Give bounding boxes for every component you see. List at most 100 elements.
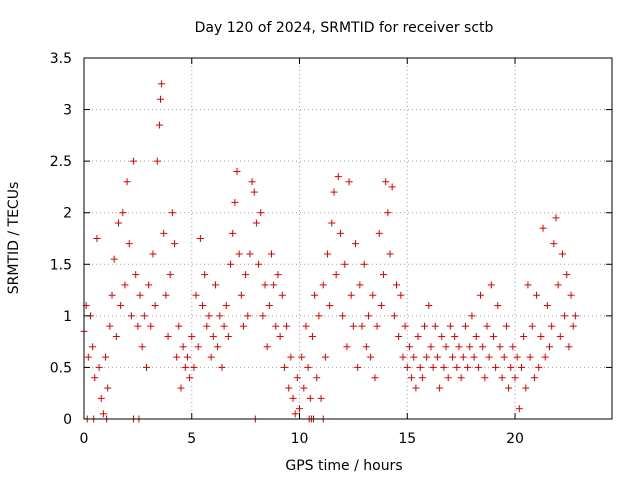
data-point bbox=[132, 271, 140, 279]
data-point bbox=[166, 271, 174, 279]
data-point bbox=[104, 384, 112, 392]
data-point bbox=[349, 322, 357, 330]
data-point bbox=[147, 322, 155, 330]
data-point bbox=[367, 353, 375, 361]
data-point bbox=[272, 322, 280, 330]
data-point bbox=[153, 157, 161, 165]
data-point bbox=[179, 343, 187, 351]
data-point bbox=[188, 332, 196, 340]
data-point bbox=[136, 291, 144, 299]
data-point bbox=[95, 363, 103, 371]
data-point bbox=[464, 363, 472, 371]
data-point bbox=[242, 271, 250, 279]
data-point bbox=[423, 353, 431, 361]
data-point bbox=[433, 353, 441, 361]
data-point bbox=[528, 322, 536, 330]
data-point bbox=[250, 188, 258, 196]
data-point bbox=[546, 343, 554, 351]
data-point bbox=[352, 240, 360, 248]
data-point bbox=[496, 343, 504, 351]
data-point bbox=[520, 332, 528, 340]
x-tick-label: 10 bbox=[291, 431, 309, 447]
data-point bbox=[336, 229, 344, 237]
data-point bbox=[214, 343, 222, 351]
data-point bbox=[91, 374, 99, 382]
data-point bbox=[502, 322, 510, 330]
data-point bbox=[142, 363, 150, 371]
data-point bbox=[569, 322, 577, 330]
data-point bbox=[106, 322, 114, 330]
data-point bbox=[263, 343, 271, 351]
data-point bbox=[461, 322, 469, 330]
data-point bbox=[220, 322, 228, 330]
data-point bbox=[339, 312, 347, 320]
data-point bbox=[84, 353, 92, 361]
data-point bbox=[442, 343, 450, 351]
data-point bbox=[421, 322, 429, 330]
data-point bbox=[436, 384, 444, 392]
data-point bbox=[257, 209, 265, 217]
data-point bbox=[507, 363, 515, 371]
data-point bbox=[524, 281, 532, 289]
data-point bbox=[556, 332, 564, 340]
data-point bbox=[505, 384, 513, 392]
data-point bbox=[231, 198, 239, 206]
data-point bbox=[401, 322, 409, 330]
axis-ticks: 0 0.5 1 1.5 2 2.5 3 3.5 0 5 10 15 20 bbox=[50, 51, 612, 447]
data-point bbox=[451, 332, 459, 340]
data-point bbox=[468, 312, 476, 320]
data-point bbox=[302, 322, 310, 330]
data-point bbox=[140, 312, 148, 320]
data-point bbox=[446, 322, 454, 330]
data-point bbox=[395, 332, 403, 340]
data-point bbox=[457, 374, 465, 382]
data-point bbox=[341, 260, 349, 268]
data-point bbox=[229, 229, 237, 237]
data-point bbox=[244, 312, 252, 320]
data-point bbox=[311, 291, 319, 299]
data-point bbox=[164, 332, 172, 340]
y-tick-label: 2.5 bbox=[50, 154, 72, 170]
data-points bbox=[80, 80, 579, 423]
data-point bbox=[466, 343, 474, 351]
data-point bbox=[526, 353, 534, 361]
data-point bbox=[489, 332, 497, 340]
data-point bbox=[211, 281, 219, 289]
data-point bbox=[380, 271, 388, 279]
data-point bbox=[203, 322, 211, 330]
data-point bbox=[440, 363, 448, 371]
data-point bbox=[498, 374, 506, 382]
data-point bbox=[274, 271, 282, 279]
data-point bbox=[541, 353, 549, 361]
data-point bbox=[304, 363, 312, 371]
data-point bbox=[239, 322, 247, 330]
data-point bbox=[494, 302, 502, 310]
data-point bbox=[248, 178, 256, 186]
data-point bbox=[388, 183, 396, 191]
data-point bbox=[158, 80, 166, 88]
data-point bbox=[255, 260, 263, 268]
data-point bbox=[384, 209, 392, 217]
data-point bbox=[416, 363, 424, 371]
data-point bbox=[207, 353, 215, 361]
data-point bbox=[343, 343, 351, 351]
x-tick-label: 0 bbox=[80, 431, 89, 447]
data-point bbox=[190, 363, 198, 371]
data-point bbox=[382, 178, 390, 186]
y-tick-label: 1.5 bbox=[50, 257, 72, 273]
data-point bbox=[326, 302, 334, 310]
data-point bbox=[449, 353, 457, 361]
data-point bbox=[362, 343, 370, 351]
data-point bbox=[112, 332, 120, 340]
data-point bbox=[479, 343, 487, 351]
data-point bbox=[535, 363, 543, 371]
data-point bbox=[151, 302, 159, 310]
data-point bbox=[487, 281, 495, 289]
data-point bbox=[237, 291, 245, 299]
plot-frame bbox=[83, 57, 613, 420]
data-point bbox=[127, 312, 135, 320]
data-point bbox=[218, 363, 226, 371]
data-point bbox=[121, 281, 129, 289]
data-point bbox=[183, 353, 191, 361]
